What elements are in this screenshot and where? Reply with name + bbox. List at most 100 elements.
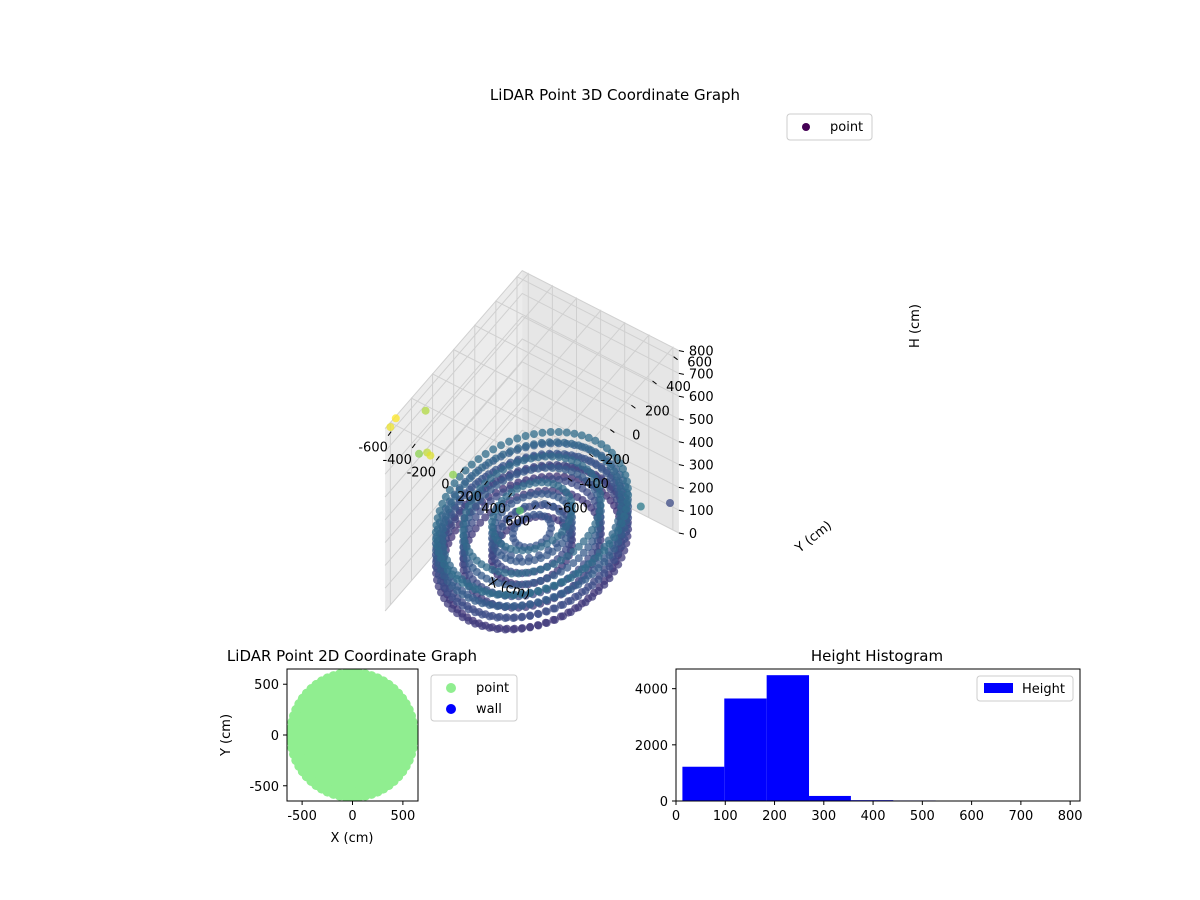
point-3d <box>624 491 633 499</box>
point-3d <box>600 557 609 566</box>
point-3d <box>485 612 494 621</box>
point-3d <box>415 449 423 458</box>
point-3d <box>537 478 546 487</box>
histogram-legend-swatch <box>984 683 1013 693</box>
point-3d <box>543 574 552 583</box>
point-3d <box>433 541 441 550</box>
gridline-h <box>384 315 680 475</box>
point-3d <box>566 608 575 617</box>
point-3d <box>485 623 494 632</box>
histogram-legend-label: Height <box>1022 682 1065 697</box>
gridline-h <box>384 406 680 566</box>
gridline-h <box>384 292 680 452</box>
y-tick-label: 2000 <box>635 739 668 754</box>
point-3d <box>441 492 450 501</box>
point-3d <box>600 546 609 555</box>
point-3d <box>471 468 480 477</box>
point-3d <box>555 464 564 473</box>
point-3d <box>536 554 545 563</box>
point-3d <box>444 505 453 514</box>
point-3d <box>548 463 557 472</box>
y-tick-mark <box>673 356 678 361</box>
point-3d <box>450 479 459 488</box>
point-3d <box>501 614 510 623</box>
point-3d <box>492 469 501 478</box>
point-3d <box>499 465 508 474</box>
y-tick-mark <box>610 429 615 433</box>
histogram-bars <box>682 675 1063 801</box>
point-3d <box>584 433 593 442</box>
point-3d <box>458 579 467 587</box>
point-3d <box>447 498 456 507</box>
point-3d <box>467 496 476 504</box>
point-3d <box>509 625 518 634</box>
point-3d <box>562 428 571 437</box>
h-tick-label: 400 <box>689 436 714 451</box>
point-3d <box>579 537 588 546</box>
h-tick-label: 600 <box>689 390 714 405</box>
point-3d <box>476 518 485 527</box>
h-tick-mark <box>678 441 684 444</box>
point-3d <box>474 455 483 464</box>
point-3d <box>619 464 627 473</box>
point-3d <box>505 462 514 470</box>
y-tick-label: 600 <box>687 356 712 371</box>
point-3d <box>431 528 440 537</box>
point-3d <box>666 499 674 507</box>
point-3d <box>616 484 625 493</box>
point-3d <box>467 460 476 469</box>
point-3d <box>605 540 614 548</box>
point-3d <box>512 557 521 566</box>
point-3d <box>440 518 448 527</box>
point-3d <box>534 587 543 596</box>
point-3d <box>581 575 590 584</box>
point-3d <box>593 513 602 522</box>
point-3d <box>581 455 589 463</box>
point-3d <box>584 543 593 552</box>
point-3d <box>574 441 583 450</box>
y-tick-label: 0 <box>660 795 668 810</box>
point-3d <box>534 621 543 630</box>
point-3d <box>445 486 454 494</box>
point-3d <box>597 440 606 449</box>
point-3d <box>600 569 609 578</box>
point-3d <box>464 616 473 625</box>
point-3d <box>522 442 531 450</box>
point-3d <box>543 563 552 572</box>
y-tick-mark <box>588 453 594 458</box>
histogram-title: Height Histogram <box>811 647 943 665</box>
point-3d <box>460 480 469 488</box>
x-tick-label: -500 <box>287 809 317 824</box>
y-tick-label: 0 <box>271 729 279 744</box>
point-3d <box>550 615 559 624</box>
y-tick-label: 4000 <box>635 683 668 698</box>
point-3d <box>596 489 605 498</box>
point-3d <box>526 589 534 598</box>
point-3d <box>531 490 540 499</box>
point-3d <box>509 614 518 622</box>
point-3d <box>426 451 435 460</box>
x-tick-label: 200 <box>457 490 482 505</box>
chart-2d-xlabel: X (cm) <box>331 831 374 846</box>
point-3d <box>464 605 473 614</box>
point-3d <box>481 502 490 510</box>
point-3d <box>512 470 521 479</box>
point-2d-disc <box>294 677 411 793</box>
chart-histogram: Height Histogram 0 100 200 300 400 500 600 700 8… <box>635 647 1083 824</box>
point-3d <box>432 521 441 530</box>
point-3d <box>460 514 469 523</box>
point-3d <box>550 581 559 590</box>
point-3d <box>537 438 546 447</box>
x-tick-label: 300 <box>811 809 836 824</box>
x-tick-mark <box>508 492 513 498</box>
point-3d <box>434 548 443 557</box>
point-3d <box>494 579 503 587</box>
point-3d <box>542 596 551 605</box>
point-3d <box>529 440 538 449</box>
point-3d <box>488 565 497 574</box>
y-tick-label: -200 <box>600 453 630 468</box>
point-3d <box>559 589 567 598</box>
point-3d <box>503 514 512 523</box>
point-3d <box>588 558 597 567</box>
point-3d <box>566 596 575 605</box>
